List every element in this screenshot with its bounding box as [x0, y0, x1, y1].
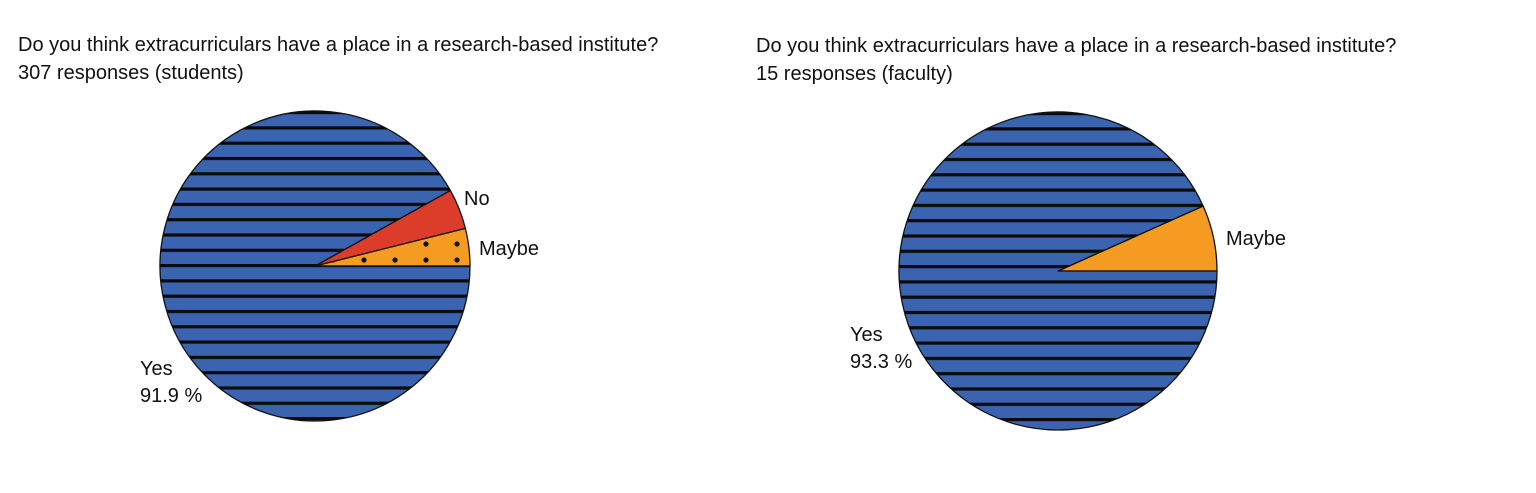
slice-label-yes: Yes [140, 358, 173, 380]
pie-slice-yes [898, 111, 1218, 431]
chart-subtitle: 15 responses (faculty) [756, 63, 953, 85]
slice-label-yes: Yes [850, 324, 883, 346]
chart-subtitle: 307 responses (students) [18, 62, 244, 84]
chart-title: Do you think extracurriculars have a pla… [756, 35, 1397, 57]
slice-value-label-yes: 91.9 % [140, 385, 202, 407]
pie-slice-yes [159, 110, 471, 422]
pie-plot-area: Yes 93.3 % Maybe [850, 111, 1286, 431]
pie-chart-faculty: Do you think extracurriculars have a pla… [740, 0, 1536, 493]
slice-label-maybe: Maybe [479, 238, 539, 260]
slice-label-no: No [464, 188, 490, 210]
pie-plot-area: Yes 91.9 % No Maybe [140, 110, 539, 422]
chart-title: Do you think extracurriculars have a pla… [18, 34, 659, 56]
pie-chart-students: Do you think extracurriculars have a pla… [0, 0, 740, 493]
slice-value-label-yes: 93.3 % [850, 351, 912, 373]
slice-label-maybe: Maybe [1226, 228, 1286, 250]
